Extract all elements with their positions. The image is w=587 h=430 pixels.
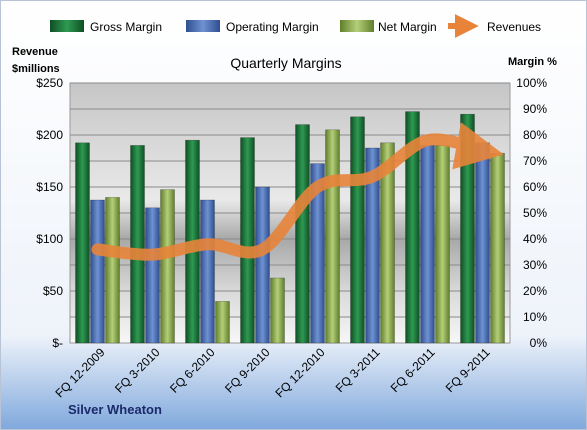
right-tick-label: 80% xyxy=(523,128,547,142)
bar-operating-margin xyxy=(200,199,215,344)
legend-item-net-margin: Net Margin xyxy=(340,20,437,34)
bar-gross-margin xyxy=(240,137,255,344)
legend-label-gross-margin: Gross Margin xyxy=(90,20,162,34)
right-axis-ticks: 0% 10% 20% 30% 40% 50% 60% 70% 80% 90% 100% xyxy=(516,76,547,350)
right-tick-label: 30% xyxy=(523,258,547,272)
right-tick-label: 70% xyxy=(523,154,547,168)
bar-gross-margin xyxy=(75,142,90,344)
bar-gross-margin xyxy=(350,116,365,344)
right-tick-label: 20% xyxy=(523,284,547,298)
legend-swatch-net-margin xyxy=(340,20,374,32)
bar-operating-margin xyxy=(475,142,490,344)
bar-net-margin xyxy=(325,129,340,344)
legend-item-revenues: Revenues xyxy=(448,14,541,38)
legend-swatch-gross-margin xyxy=(50,20,84,32)
bar-gross-margin xyxy=(460,113,475,344)
bar-net-margin xyxy=(270,277,285,344)
right-tick-label: 100% xyxy=(516,76,547,90)
bar-net-margin xyxy=(215,301,230,344)
left-tick-label: $50 xyxy=(43,284,63,298)
chart-title: Quarterly Margins xyxy=(230,55,341,71)
bar-gross-margin xyxy=(130,145,145,344)
legend-swatch-operating-margin xyxy=(186,20,220,32)
revenue-line xyxy=(91,122,504,261)
left-axis-title-line2: $millions xyxy=(12,63,60,75)
left-tick-label: $150 xyxy=(36,180,63,194)
left-tick-label: $100 xyxy=(36,232,63,246)
bar-operating-margin xyxy=(310,163,325,344)
left-tick-label: $250 xyxy=(36,76,63,90)
company-name: Silver Wheaton xyxy=(68,402,162,417)
bar-operating-margin xyxy=(420,145,435,344)
legend: Gross Margin Operating Margin Net Margin… xyxy=(50,14,541,38)
legend-label-operating-margin: Operating Margin xyxy=(226,20,319,34)
left-tick-label: $200 xyxy=(36,128,63,142)
bar-operating-margin xyxy=(90,199,105,344)
bar-gross-margin xyxy=(295,124,310,344)
right-axis-title: Margin % xyxy=(508,56,557,68)
bar-operating-margin xyxy=(145,207,160,344)
bar-net-margin xyxy=(105,197,120,344)
legend-label-revenues: Revenues xyxy=(487,20,541,34)
legend-label-net-margin: Net Margin xyxy=(378,20,437,34)
bar-net-margin xyxy=(490,152,505,344)
bar-net-margin xyxy=(435,145,450,344)
legend-item-operating-margin: Operating Margin xyxy=(186,20,319,34)
bars xyxy=(75,111,505,344)
right-tick-label: 0% xyxy=(530,336,548,350)
right-tick-label: 90% xyxy=(523,102,547,116)
right-tick-label: 50% xyxy=(523,206,547,220)
left-axis-title-line1: Revenue xyxy=(12,46,58,58)
bar-net-margin xyxy=(380,142,395,344)
bar-gross-margin xyxy=(405,111,420,344)
revenue-line-group xyxy=(91,122,504,261)
bar-operating-margin xyxy=(365,147,380,344)
left-tick-label: $- xyxy=(52,336,63,350)
left-axis-ticks: $- $50 $100 $150 $200 $250 xyxy=(36,76,63,350)
bar-operating-margin xyxy=(255,186,270,344)
legend-item-gross-margin: Gross Margin xyxy=(50,20,162,34)
right-tick-label: 60% xyxy=(523,180,547,194)
right-tick-label: 10% xyxy=(523,310,547,324)
bar-net-margin xyxy=(160,189,175,344)
right-tick-label: 40% xyxy=(523,232,547,246)
